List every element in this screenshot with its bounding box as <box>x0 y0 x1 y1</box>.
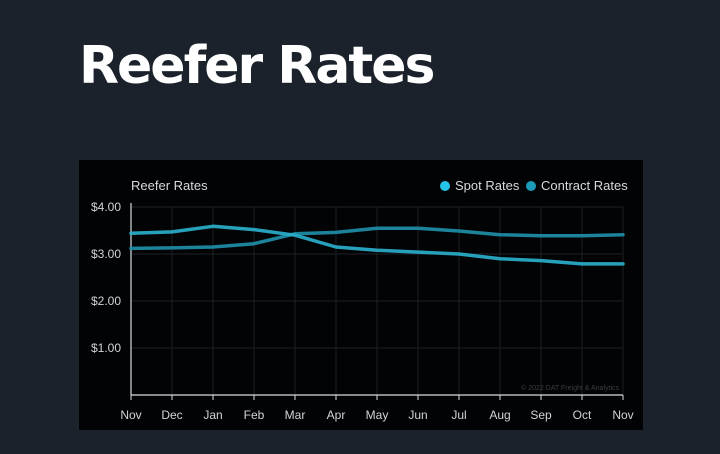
y-tick-label: $2.00 <box>91 294 121 308</box>
x-tick-label: Aug <box>489 408 510 422</box>
x-tick-label: Nov <box>120 408 141 422</box>
x-tick-label: Mar <box>285 408 306 422</box>
page-title: Reefer Rates <box>79 36 435 96</box>
chart-title: Reefer Rates <box>131 178 208 193</box>
series-line-contract-rates <box>129 226 625 251</box>
reefer-rates-line-chart: $4.00 $3.00 $2.00 $1.00 Nov Dec Jan Feb Mar Apr Ma… <box>91 178 634 422</box>
x-tick-label: Nov <box>612 408 633 422</box>
gridlines <box>131 206 624 395</box>
legend-label-contract: Contract Rates <box>541 178 628 193</box>
x-tick-label: Feb <box>244 408 265 422</box>
x-tick-label: Jun <box>408 408 427 422</box>
x-tick-label: Oct <box>573 408 592 422</box>
x-tick-label: Jul <box>451 408 466 422</box>
series-line-spot-rates <box>129 224 625 266</box>
x-tick-label: Jan <box>203 408 222 422</box>
x-tick-label: Dec <box>161 408 182 422</box>
x-tick-label: Sep <box>530 408 552 422</box>
x-tick-label: May <box>366 408 389 422</box>
y-tick-label: $4.00 <box>91 200 121 214</box>
x-tick-label: Apr <box>327 408 346 422</box>
watermark-text: © 2022 DAT Freight & Analytics <box>521 384 619 392</box>
legend-dot-contract <box>526 181 536 191</box>
legend-label-spot: Spot Rates <box>455 178 520 193</box>
y-tick-label: $1.00 <box>91 341 121 355</box>
y-tick-label: $3.00 <box>91 247 121 261</box>
series-lines <box>129 224 625 266</box>
chart-labels: $4.00 $3.00 $2.00 $1.00 Nov Dec Jan Feb Mar Apr Ma… <box>91 178 634 422</box>
legend-dot-spot <box>440 181 450 191</box>
chart-panel: $4.00 $3.00 $2.00 $1.00 Nov Dec Jan Feb Mar Apr Ma… <box>79 160 643 430</box>
